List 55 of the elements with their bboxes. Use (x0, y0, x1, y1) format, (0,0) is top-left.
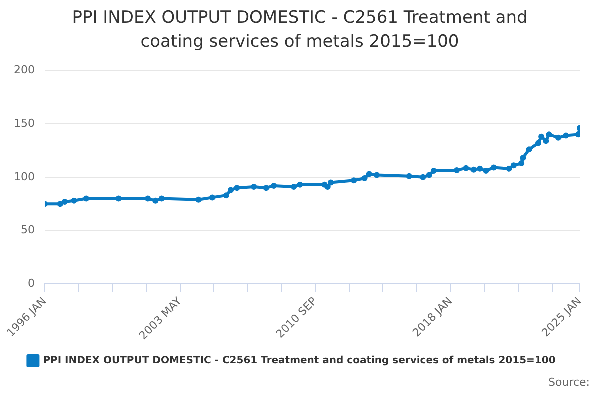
point (483, 168, 490, 174)
point (57, 201, 64, 208)
y-tick-label: 0 (28, 277, 35, 290)
point (463, 165, 470, 172)
y-tick-label: 200 (14, 63, 35, 76)
point (62, 198, 68, 205)
point (543, 138, 550, 144)
point (84, 196, 90, 202)
point (291, 184, 298, 190)
point (454, 167, 460, 174)
point (555, 134, 562, 141)
point (420, 174, 426, 180)
point (145, 196, 151, 202)
point (374, 172, 380, 178)
point (406, 173, 412, 180)
y-tick-label: 100 (14, 170, 35, 184)
point (506, 166, 512, 172)
point (297, 182, 304, 188)
point (362, 175, 368, 182)
point (223, 192, 230, 199)
point (526, 146, 532, 153)
point (322, 182, 328, 188)
point (196, 196, 202, 203)
point (158, 196, 165, 202)
y-tick-label: 50 (20, 224, 35, 237)
point (228, 187, 234, 194)
point (575, 132, 580, 138)
source-note: Source: (548, 376, 591, 389)
legend-label: PPI INDEX OUTPUT DOMESTIC - C2561 Treatment and coating services of metals 2015=100 (43, 356, 556, 367)
point (210, 194, 216, 201)
y-tick-label: 150 (14, 116, 35, 130)
point (366, 171, 372, 178)
point (477, 166, 484, 172)
point (152, 198, 159, 204)
point (518, 160, 525, 167)
point (71, 198, 78, 204)
point (351, 178, 358, 184)
chart-title: PPI INDEX OUTPUT DOMESTIC - C2561 Treatment and coating services of metals 2015=100 (71, 7, 529, 54)
point (546, 132, 552, 138)
point (324, 184, 331, 190)
point (490, 164, 497, 171)
point (271, 182, 278, 189)
point (263, 185, 270, 192)
point (520, 155, 526, 162)
point (538, 134, 545, 140)
point (510, 162, 517, 169)
point (426, 172, 432, 178)
point (251, 184, 258, 190)
point (328, 180, 334, 186)
point (430, 168, 437, 174)
point (535, 140, 542, 146)
point (116, 196, 122, 202)
point (470, 166, 477, 173)
point (234, 185, 240, 192)
point (563, 132, 570, 139)
